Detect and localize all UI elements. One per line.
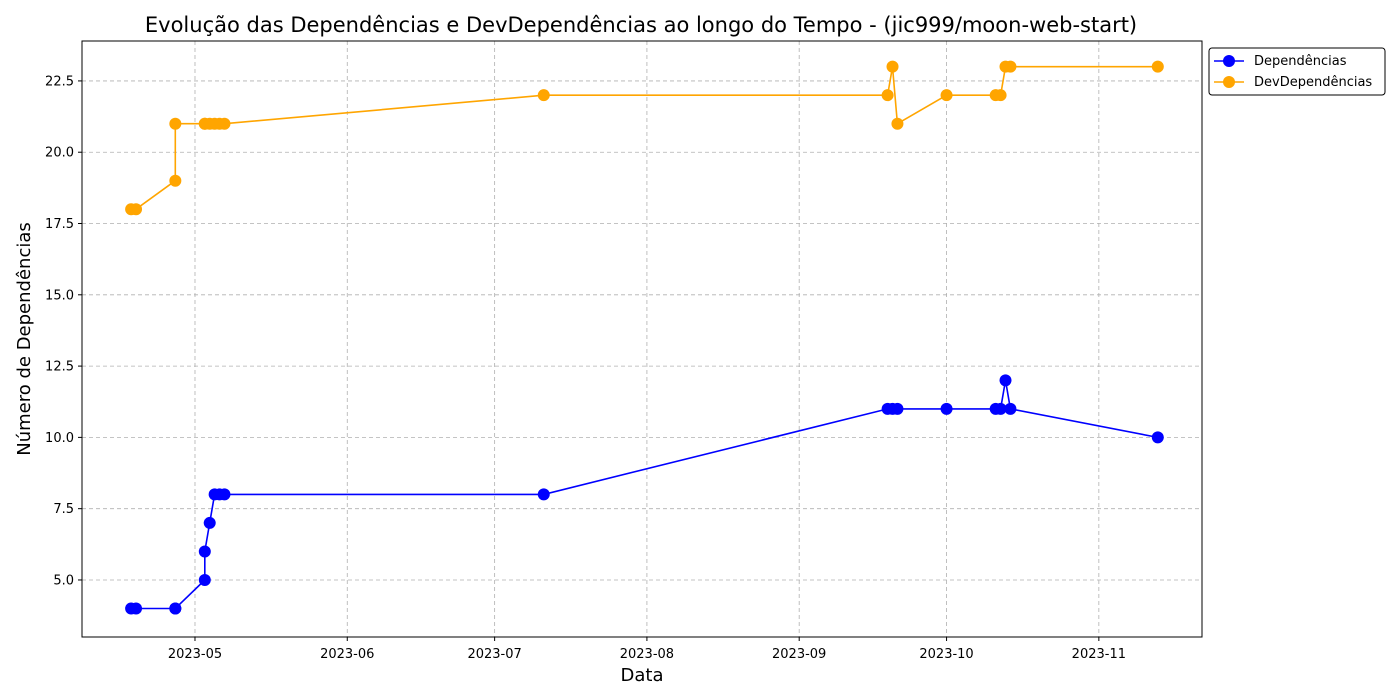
data-point-devdependencias <box>169 117 182 130</box>
data-point-devdependencias <box>537 89 550 102</box>
y-tick-label: 12.5 <box>45 360 74 375</box>
data-point-dependencias <box>198 573 211 586</box>
data-point-dependencias <box>1151 431 1164 444</box>
data-point-devdependencias <box>169 174 182 187</box>
x-tick-label: 2023-11 <box>1072 647 1126 662</box>
x-axis-title: Data <box>621 665 664 686</box>
legend-marker-dependencias <box>1223 55 1235 67</box>
data-point-devdependencias <box>1151 60 1164 73</box>
data-point-dependencias <box>218 488 231 501</box>
y-tick-label: 20.0 <box>45 146 74 161</box>
x-tick-label: 2023-10 <box>919 647 973 662</box>
data-point-devdependencias <box>886 60 899 73</box>
data-point-devdependencias <box>1004 60 1017 73</box>
data-point-devdependencias <box>218 117 231 130</box>
data-point-devdependencias <box>940 89 953 102</box>
x-axis-ticks: 2023-05 2023-06 2023-07 2023-08 2023-09 2023-… <box>168 637 1126 662</box>
y-axis-title: Número de Dependências <box>14 222 35 456</box>
series-line-dependencias <box>131 380 1158 610</box>
data-point-dependencias <box>999 374 1012 387</box>
grid-lines <box>82 41 1202 637</box>
y-tick-label: 7.5 <box>53 502 74 517</box>
data-point-dependencias <box>198 545 211 558</box>
x-tick-label: 2023-09 <box>772 647 826 662</box>
legend-marker-devdependencias <box>1223 76 1235 88</box>
data-point-devdependencias <box>881 89 894 102</box>
y-tick-label: 15.0 <box>45 288 74 303</box>
y-axis-ticks: 5.0 7.5 10.0 12.5 15.0 17.5 20.0 22.5 <box>45 74 82 588</box>
data-point-dependencias <box>203 516 216 529</box>
legend-label-devdependencias: DevDependências <box>1254 75 1372 90</box>
legend: Dependências DevDependências <box>1208 47 1386 96</box>
y-tick-label: 5.0 <box>53 573 74 588</box>
x-tick-label: 2023-06 <box>320 647 374 662</box>
legend-box <box>1208 47 1386 96</box>
data-point-dependencias <box>537 488 550 501</box>
x-tick-label: 2023-07 <box>467 647 521 662</box>
data-point-devdependencias <box>130 203 143 216</box>
series-layer <box>125 60 1164 615</box>
plot-frame <box>81 40 1203 638</box>
series-line-devdependencias <box>131 65 1158 210</box>
legend-label-dependencias: Dependências <box>1254 54 1347 69</box>
data-point-devdependencias <box>891 117 904 130</box>
chart-title: Evolução das Dependências e DevDependênc… <box>145 13 1137 37</box>
data-point-dependencias <box>130 602 143 615</box>
data-point-dependencias <box>1004 402 1017 415</box>
y-tick-label: 22.5 <box>45 74 74 89</box>
y-tick-label: 17.5 <box>45 217 74 232</box>
data-point-dependencias <box>994 402 1007 415</box>
data-point-devdependencias <box>994 89 1007 102</box>
y-tick-label: 10.0 <box>45 431 74 446</box>
data-point-dependencias <box>940 402 953 415</box>
data-point-dependencias <box>169 602 182 615</box>
data-point-dependencias <box>891 402 904 415</box>
x-tick-label: 2023-05 <box>168 647 222 662</box>
x-tick-label: 2023-08 <box>620 647 674 662</box>
